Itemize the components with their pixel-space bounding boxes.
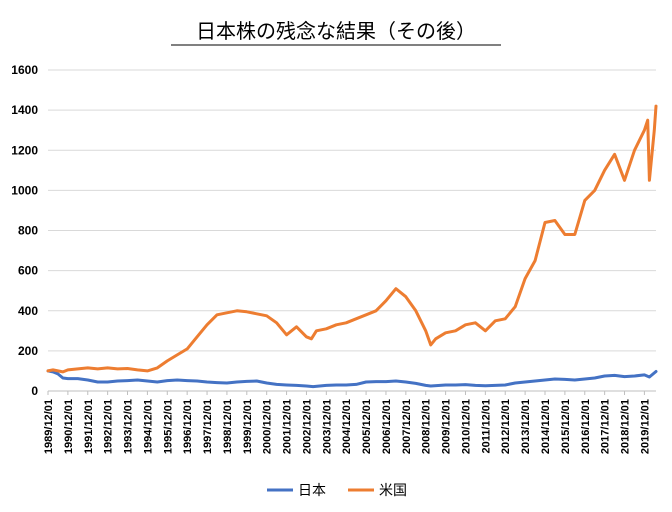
x-tick-label: 2011/12/01 xyxy=(480,399,492,453)
x-tick-label: 1991/12/01 xyxy=(83,399,95,454)
y-tick-label: 1000 xyxy=(11,183,38,197)
x-tick-label: 2019/12/01 xyxy=(639,399,651,454)
x-tick-label: 2008/12/01 xyxy=(421,399,433,454)
x-tick-label: 1996/12/01 xyxy=(182,399,194,454)
y-tick-label: 1600 xyxy=(11,63,38,77)
x-tick-label: 2017/12/01 xyxy=(600,399,612,454)
y-tick-label: 200 xyxy=(18,344,38,358)
x-tick-label: 1998/12/01 xyxy=(222,399,234,454)
x-tick-label: 2000/12/01 xyxy=(262,399,274,454)
x-tick-label: 1990/12/01 xyxy=(63,399,75,454)
x-tick-label: 2002/12/01 xyxy=(301,399,313,454)
x-tick-label: 2010/12/01 xyxy=(460,399,472,454)
x-tick-label: 2012/12/01 xyxy=(500,399,512,454)
y-tick-label: 400 xyxy=(18,304,38,318)
x-tick-label: 2013/12/01 xyxy=(520,399,532,454)
x-tick-label: 2005/12/01 xyxy=(361,399,373,454)
legend-label: 米国 xyxy=(379,483,407,499)
y-tick-label: 600 xyxy=(18,264,38,278)
x-tick-label: 2009/12/01 xyxy=(441,399,453,454)
x-tick-label: 2018/12/01 xyxy=(620,399,632,454)
y-tick-label: 1200 xyxy=(11,143,38,157)
series-lines xyxy=(46,104,658,389)
chart-title: 日本株の残念な結果（その後） xyxy=(196,19,476,43)
y-tick-label: 800 xyxy=(18,224,38,238)
y-tick-label: 1400 xyxy=(11,103,38,117)
x-tick-label: 2007/12/01 xyxy=(401,399,413,454)
x-tick-label: 2015/12/01 xyxy=(560,399,572,454)
x-tick-label: 1997/12/01 xyxy=(202,399,214,454)
legend-label: 日本 xyxy=(298,483,326,499)
x-tick-label: 2014/12/01 xyxy=(540,399,552,454)
y-axis-tick-labels: 0 200 400 600 800 1000 1200 1400 1600 xyxy=(11,63,38,398)
x-tick-label: 1999/12/01 xyxy=(242,399,254,454)
grid-lines xyxy=(48,69,656,392)
x-tick-label: 2001/12/01 xyxy=(282,399,294,454)
x-axis-tick-labels: 1989/12/01 1990/12/01 1991/12/01 1992/12/01… xyxy=(43,391,651,454)
x-tick-label: 2006/12/01 xyxy=(381,399,393,454)
x-tick-label: 2003/12/01 xyxy=(321,399,333,454)
legend: 日本 米国 xyxy=(267,483,407,499)
series-line-2 xyxy=(46,104,658,374)
x-tick-label: 2016/12/01 xyxy=(580,399,592,454)
x-tick-label: 1989/12/01 xyxy=(43,399,55,454)
x-tick-label: 1994/12/01 xyxy=(142,399,154,454)
x-tick-label: 1993/12/01 xyxy=(123,399,135,454)
y-tick-label: 0 xyxy=(31,384,38,398)
x-tick-label: 2004/12/01 xyxy=(341,399,353,454)
series-line-1 xyxy=(46,369,658,389)
x-tick-label: 1995/12/01 xyxy=(162,399,174,454)
x-tick-label: 1992/12/01 xyxy=(103,399,115,454)
